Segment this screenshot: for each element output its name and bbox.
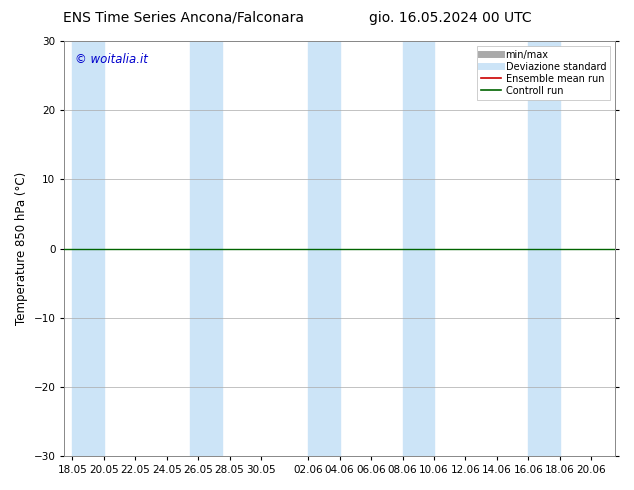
Text: ENS Time Series Ancona/Falconara: ENS Time Series Ancona/Falconara [63, 11, 304, 25]
Text: gio. 16.05.2024 00 UTC: gio. 16.05.2024 00 UTC [369, 11, 531, 25]
Text: © woitalia.it: © woitalia.it [75, 53, 148, 67]
Bar [190, 41, 222, 456]
Bar [403, 41, 434, 456]
Bar [528, 41, 560, 456]
Y-axis label: Temperature 850 hPa (°C): Temperature 850 hPa (°C) [15, 172, 28, 325]
Bar [72, 41, 104, 456]
Legend: min/max, Deviazione standard, Ensemble mean run, Controll run: min/max, Deviazione standard, Ensemble m… [477, 46, 610, 99]
Bar [308, 41, 340, 456]
